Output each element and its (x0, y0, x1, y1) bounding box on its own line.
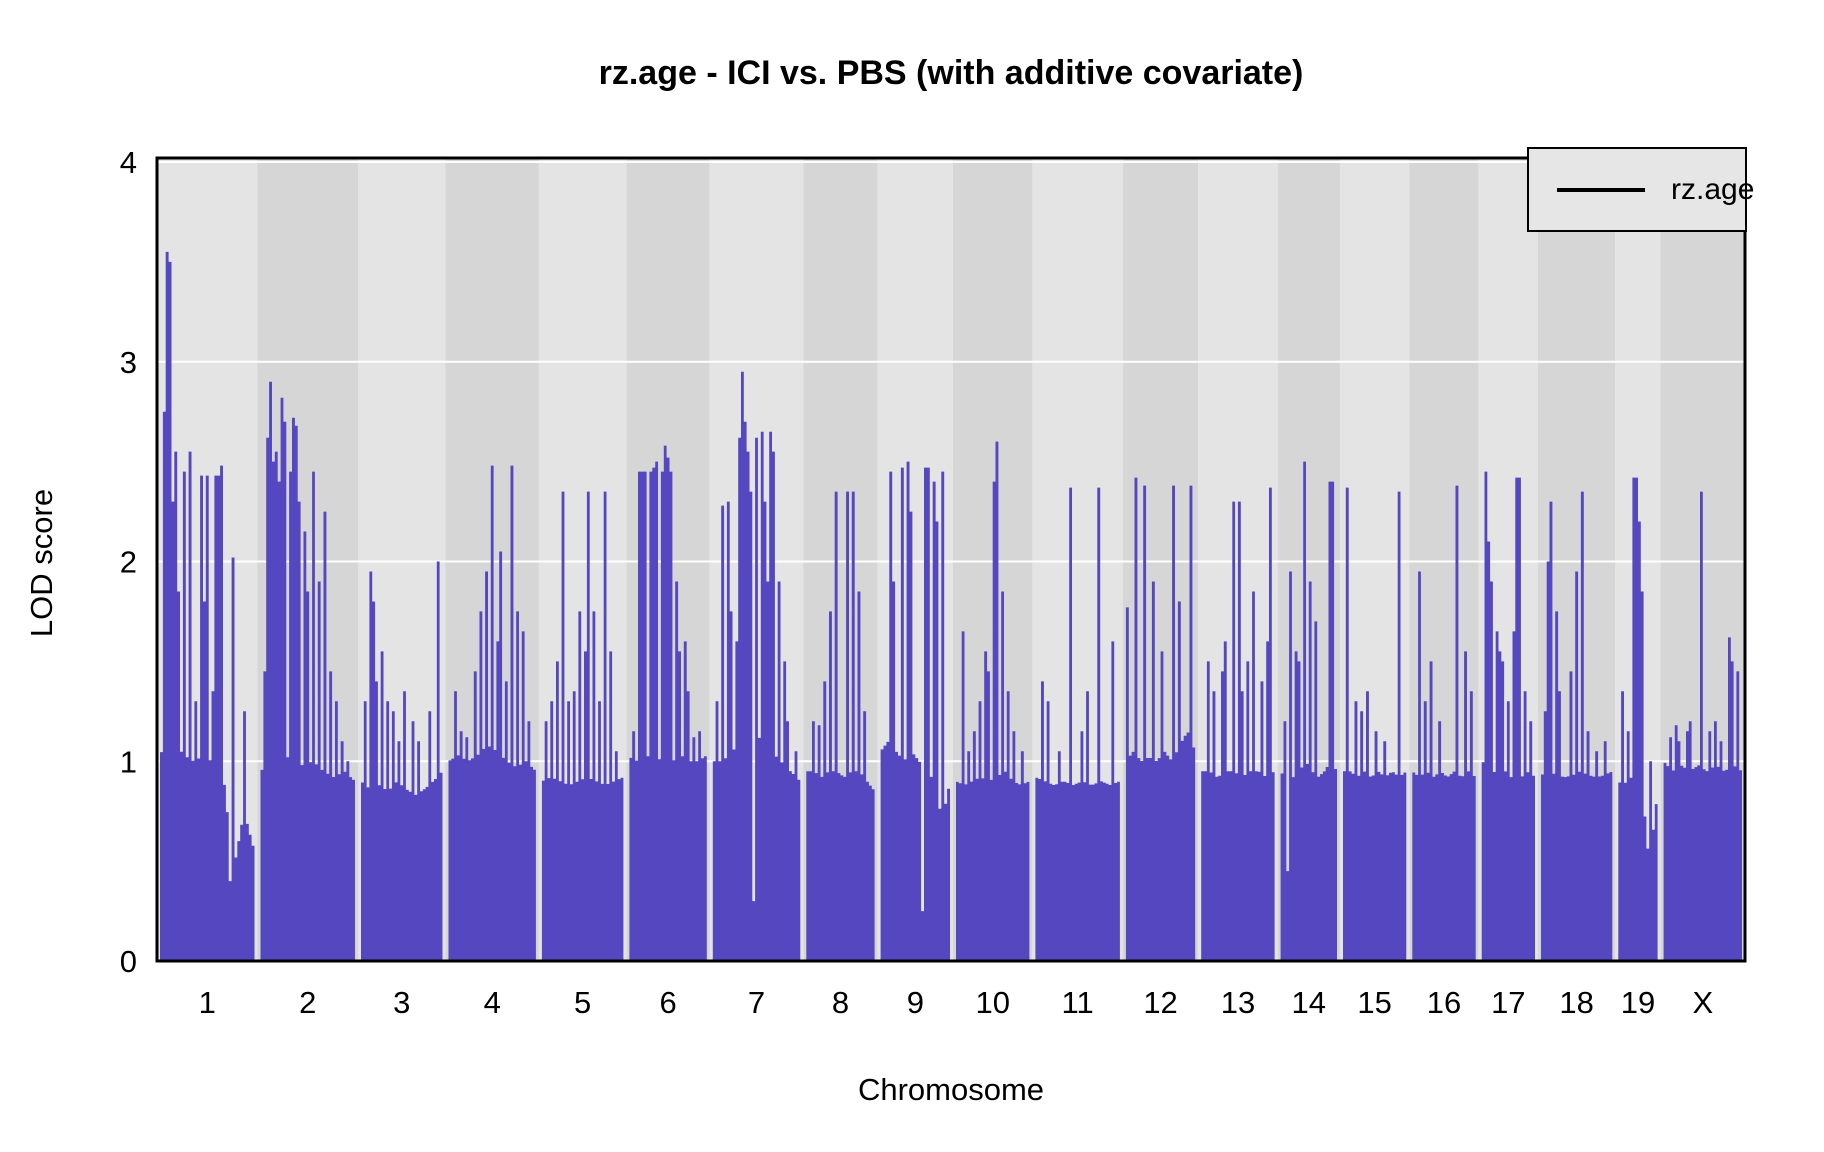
lod-series-chr-19 (1618, 477, 1658, 960)
lod-series-chr-16 (1412, 485, 1476, 960)
legend-line-swatch (1557, 187, 1645, 192)
x-tick-label-X: X (1692, 985, 1713, 1020)
plot-border (155, 156, 1747, 963)
x-tick-label-13: 13 (1221, 985, 1255, 1020)
y-tick-label-4: 4 (120, 145, 137, 180)
lod-series-chr-11 (1035, 487, 1120, 960)
legend-label: rz.age (1671, 172, 1755, 206)
x-tick-label-1: 1 (199, 985, 216, 1020)
y-tick-label-2: 2 (120, 545, 137, 580)
x-tick-label-19: 19 (1621, 985, 1655, 1020)
lod-series-chr-X (1663, 491, 1742, 960)
lod-series-chr-15 (1343, 487, 1407, 960)
x-tick-label-5: 5 (574, 985, 591, 1020)
x-tick-label-14: 14 (1292, 985, 1326, 1020)
lod-series-chr-6 (629, 445, 707, 961)
y-axis-title: LOD score (24, 488, 59, 638)
lod-series-chr-10 (956, 441, 1030, 961)
lod-series-chr-17 (1481, 471, 1535, 960)
x-tick-label-16: 16 (1427, 985, 1461, 1020)
x-tick-label-7: 7 (748, 985, 765, 1020)
lod-series-chr-18 (1541, 491, 1613, 960)
x-tick-label-2: 2 (299, 985, 316, 1020)
legend: rz.age (1527, 147, 1754, 232)
lod-series-chr-14 (1280, 461, 1337, 960)
y-tick-label-3: 3 (120, 345, 137, 380)
lod-series-chr-5 (541, 491, 624, 960)
lod-series-chr-9 (880, 461, 950, 960)
x-tick-label-6: 6 (659, 985, 676, 1020)
x-tick-label-10: 10 (975, 985, 1009, 1020)
lod-series-chr-3 (361, 561, 443, 960)
x-tick-label-9: 9 (907, 985, 924, 1020)
lod-series-chr-8 (806, 491, 875, 960)
lod-series-chr-1 (160, 251, 255, 960)
lod-series-chr-2 (260, 381, 355, 960)
x-tick-label-15: 15 (1357, 985, 1391, 1020)
lod-series-chr-4 (448, 465, 536, 960)
x-tick-label-11: 11 (1062, 985, 1094, 1020)
x-tick-label-4: 4 (484, 985, 501, 1020)
x-axis-title: Chromosome (857, 1072, 1045, 1107)
x-tick-label-8: 8 (832, 985, 849, 1020)
lod-series-chr-13 (1201, 487, 1275, 960)
y-tick-label-0: 0 (120, 944, 137, 979)
x-tick-label-18: 18 (1559, 985, 1593, 1020)
lod-series-chr-7 (712, 371, 801, 960)
plot-title: rz.age - ICI vs. PBS (with additive cova… (598, 54, 1304, 92)
x-tick-label-12: 12 (1143, 985, 1177, 1020)
lod-series-chr-12 (1125, 477, 1196, 960)
x-tick-label-17: 17 (1491, 985, 1525, 1020)
x-tick-label-3: 3 (393, 985, 410, 1020)
y-tick-label-1: 1 (120, 744, 137, 779)
